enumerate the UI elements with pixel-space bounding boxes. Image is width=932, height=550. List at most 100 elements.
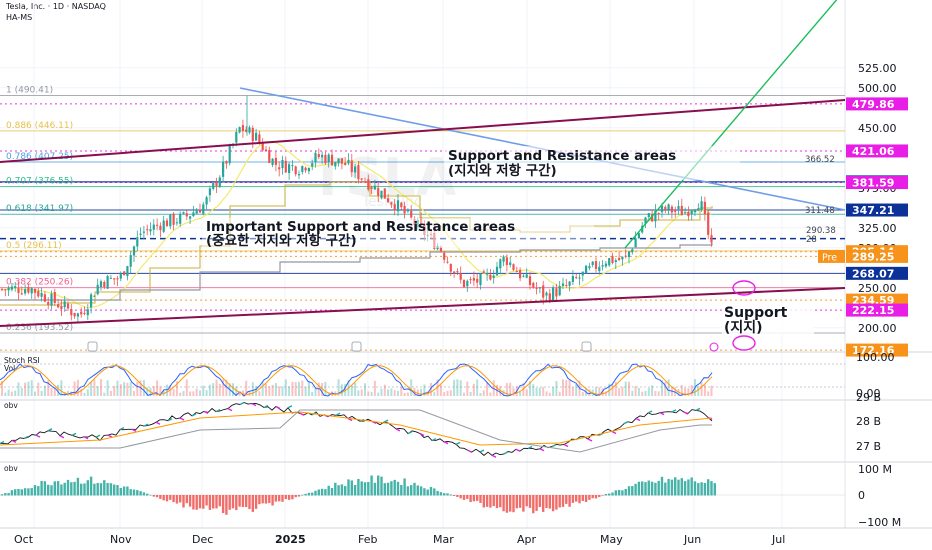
candle-body <box>198 209 202 213</box>
level-28x-label: 28 <box>806 235 817 245</box>
hist-bar <box>70 482 73 496</box>
candle-body <box>525 274 528 278</box>
obv-segment <box>83 436 89 440</box>
volume-bar <box>133 391 135 396</box>
pre-market-tag <box>818 249 845 263</box>
lower-channel-line <box>0 287 846 327</box>
volume-bar <box>439 385 442 396</box>
volume-bar <box>1 381 3 396</box>
candle-body <box>420 217 423 225</box>
hist-bar <box>433 488 436 496</box>
hist-bar <box>231 495 235 509</box>
hist-bar <box>591 495 594 499</box>
candle-body <box>565 284 568 286</box>
hist-bar <box>235 495 238 511</box>
candle-body <box>76 313 79 317</box>
candle-body <box>324 154 327 164</box>
candle-body <box>621 256 624 260</box>
hist-bar <box>528 495 532 508</box>
volume-bar <box>357 390 360 396</box>
obv-segment <box>107 434 113 438</box>
hist-bar <box>47 484 50 496</box>
volume-bar <box>166 384 168 396</box>
volume-bar <box>502 390 505 396</box>
candle-body <box>400 202 403 208</box>
candle-body <box>377 188 380 196</box>
important-sr-title: Important Support and Resistance areas <box>206 219 515 235</box>
hist-bar <box>449 494 452 496</box>
obv-segment <box>119 427 125 431</box>
volume-bar <box>383 384 386 396</box>
volume-bar <box>687 388 690 396</box>
price-badge-text: 172.16 <box>852 344 895 357</box>
candle-body <box>700 201 703 211</box>
candle-body <box>383 188 386 199</box>
candle-body <box>495 266 499 276</box>
volume-bar <box>453 379 456 396</box>
hist-bar <box>383 483 386 496</box>
hist-bar <box>93 483 96 496</box>
volume-bar <box>218 383 221 396</box>
volume-bar <box>57 384 60 396</box>
hist-bar <box>604 493 608 496</box>
volume-bar <box>337 379 340 396</box>
volume-bar <box>354 382 357 396</box>
hist-bar <box>281 495 284 502</box>
time-tick: Apr <box>517 533 537 546</box>
candle-body <box>677 205 680 210</box>
fib-label: 1 (490.41) <box>6 85 53 95</box>
volume-bar <box>535 387 538 396</box>
volume-bar <box>703 384 706 396</box>
hist-tick: −100 M <box>858 516 901 529</box>
candle-body <box>274 157 277 165</box>
candle-body <box>594 261 598 269</box>
hist-bar <box>637 481 641 496</box>
obv-segment <box>179 417 185 421</box>
hist-bar <box>83 483 86 496</box>
volume-bar <box>24 382 27 396</box>
candle-body <box>416 220 419 228</box>
candle-body <box>0 289 4 291</box>
price-badge <box>846 144 908 158</box>
obv-segment <box>11 439 17 443</box>
hist-bar <box>347 479 350 496</box>
hist-bar <box>218 495 221 507</box>
obv-segment <box>623 421 629 425</box>
hist-bar <box>162 495 165 501</box>
candle-body <box>429 233 433 235</box>
volume-bar <box>37 382 40 396</box>
hist-bar <box>436 490 439 496</box>
candle-body <box>489 274 492 280</box>
candle-body <box>278 167 281 170</box>
hist-bar <box>89 476 93 496</box>
obv-tick: 27 B <box>856 440 881 453</box>
hist-bar <box>522 495 525 512</box>
earnings-marker-icon <box>351 341 362 352</box>
volume-bar <box>489 392 492 396</box>
hist-bar <box>677 479 680 496</box>
level-366-label: 366.52 <box>805 155 835 165</box>
hist-bar <box>581 495 584 501</box>
volume-bar <box>469 391 472 396</box>
candle-body <box>146 229 149 231</box>
candle-body <box>469 279 472 281</box>
obv-segment <box>203 410 209 415</box>
hist-bar <box>304 493 307 496</box>
volume-bar <box>367 391 370 396</box>
important-sr-subtitle: (중요한 지지와 저항 구간) <box>206 232 357 249</box>
hist-bar <box>53 481 56 496</box>
candle-body <box>222 161 225 177</box>
volume-bar <box>185 379 188 396</box>
hist-bar <box>601 495 604 496</box>
volume-bar <box>476 379 479 396</box>
hist-bar <box>667 478 670 496</box>
volume-bar <box>657 391 660 396</box>
hist-bar <box>584 495 588 502</box>
volume-bar <box>156 380 159 396</box>
candle-body <box>604 263 607 267</box>
candle-body <box>245 129 248 132</box>
hist-bar <box>254 495 258 509</box>
hist-bar <box>499 495 502 508</box>
